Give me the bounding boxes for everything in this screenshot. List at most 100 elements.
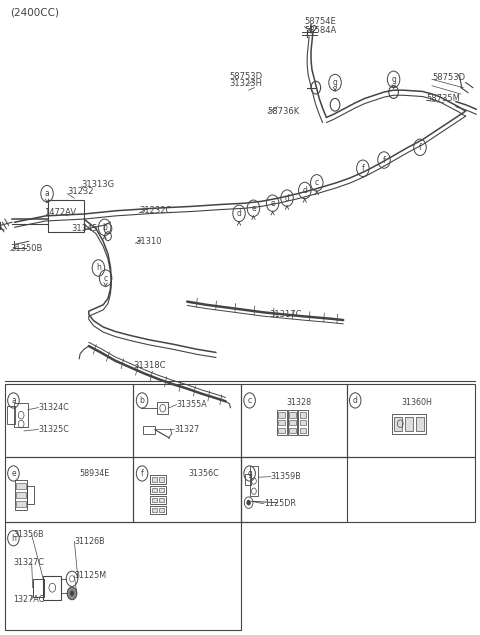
Bar — [278, 428, 285, 433]
Bar — [15, 480, 27, 511]
Text: c: c — [104, 274, 108, 283]
Bar — [150, 486, 166, 494]
Text: e: e — [11, 469, 16, 478]
Bar — [159, 498, 164, 502]
Bar — [143, 426, 155, 434]
Text: 31359B: 31359B — [271, 472, 301, 481]
Text: c: c — [248, 396, 252, 405]
Text: 31232: 31232 — [67, 187, 94, 196]
Text: 58753D: 58753D — [432, 73, 465, 82]
Text: 31327C: 31327C — [13, 559, 44, 568]
Text: 31324C: 31324C — [38, 403, 69, 412]
Bar — [416, 417, 424, 431]
Circle shape — [247, 500, 251, 505]
Text: b: b — [102, 223, 107, 232]
Text: 58735M: 58735M — [426, 94, 460, 103]
Text: g: g — [391, 75, 396, 84]
Text: (2400CC): (2400CC) — [11, 8, 60, 18]
Bar — [16, 483, 26, 490]
Bar — [289, 428, 296, 433]
Text: 31325C: 31325C — [38, 425, 69, 434]
Text: 58934E: 58934E — [80, 469, 110, 478]
Text: f: f — [383, 156, 385, 164]
Bar — [7, 406, 15, 424]
Text: h: h — [11, 534, 16, 543]
Bar — [347, 384, 475, 457]
Bar — [300, 428, 306, 433]
Text: g: g — [333, 78, 337, 87]
Bar — [241, 457, 475, 522]
Circle shape — [67, 587, 77, 599]
Bar — [150, 496, 166, 504]
Text: 58754E: 58754E — [305, 17, 336, 26]
Bar — [241, 457, 347, 522]
Bar — [159, 508, 164, 512]
Text: 31125M: 31125M — [74, 572, 107, 580]
Bar — [278, 420, 285, 425]
Bar — [152, 478, 157, 482]
Bar — [48, 200, 84, 232]
Text: 31317C: 31317C — [269, 310, 301, 319]
Text: a: a — [45, 189, 49, 198]
Text: 31318C: 31318C — [133, 361, 166, 370]
Text: 31323H: 31323H — [229, 79, 263, 88]
Text: 31126B: 31126B — [74, 537, 105, 546]
Bar — [152, 498, 157, 502]
Bar — [33, 579, 44, 597]
Bar — [289, 413, 296, 418]
Text: f: f — [141, 469, 144, 478]
Text: b: b — [140, 396, 144, 405]
Text: f: f — [361, 164, 364, 173]
Text: 31345: 31345 — [71, 224, 97, 233]
Text: a: a — [11, 396, 16, 405]
Bar — [157, 403, 168, 414]
Bar — [43, 575, 61, 599]
Text: 31355A: 31355A — [177, 400, 207, 409]
Bar — [298, 410, 308, 436]
Text: e: e — [270, 199, 275, 208]
Bar — [289, 420, 296, 425]
Text: g: g — [247, 469, 252, 478]
Circle shape — [70, 591, 74, 596]
Text: d: d — [237, 209, 241, 218]
Bar — [5, 522, 241, 630]
Text: 1125DR: 1125DR — [264, 499, 296, 509]
Text: 1327AC: 1327AC — [13, 595, 45, 604]
Bar — [152, 488, 157, 492]
Bar — [277, 410, 287, 436]
Text: 31232C: 31232C — [139, 206, 171, 215]
Text: h: h — [96, 264, 101, 272]
Bar — [150, 506, 166, 514]
Text: d: d — [353, 396, 358, 405]
Bar — [394, 417, 402, 431]
Bar — [5, 384, 133, 457]
Bar — [27, 486, 34, 504]
Bar — [133, 384, 241, 457]
Bar — [405, 417, 413, 431]
Text: 58736K: 58736K — [268, 107, 300, 116]
Bar — [16, 492, 26, 498]
Text: 31356B: 31356B — [13, 530, 44, 539]
Text: d: d — [285, 194, 289, 203]
Bar — [250, 466, 258, 497]
Bar — [16, 501, 26, 507]
Bar — [300, 413, 306, 418]
Bar — [152, 508, 157, 512]
Text: 31327: 31327 — [174, 425, 200, 434]
Bar — [278, 413, 285, 418]
Text: 31350B: 31350B — [11, 244, 43, 253]
Bar — [133, 457, 241, 522]
Bar — [159, 488, 164, 492]
Bar — [300, 420, 306, 425]
Text: 31328: 31328 — [287, 398, 312, 407]
Bar — [288, 410, 297, 436]
Text: d: d — [302, 186, 307, 195]
Text: 58584A: 58584A — [305, 26, 337, 35]
Text: c: c — [315, 178, 319, 187]
Text: 1472AV: 1472AV — [44, 208, 76, 217]
Text: 31356C: 31356C — [188, 469, 219, 478]
Text: 31310: 31310 — [135, 237, 162, 246]
Bar — [5, 457, 133, 522]
Bar — [245, 474, 251, 486]
Bar — [150, 476, 166, 484]
